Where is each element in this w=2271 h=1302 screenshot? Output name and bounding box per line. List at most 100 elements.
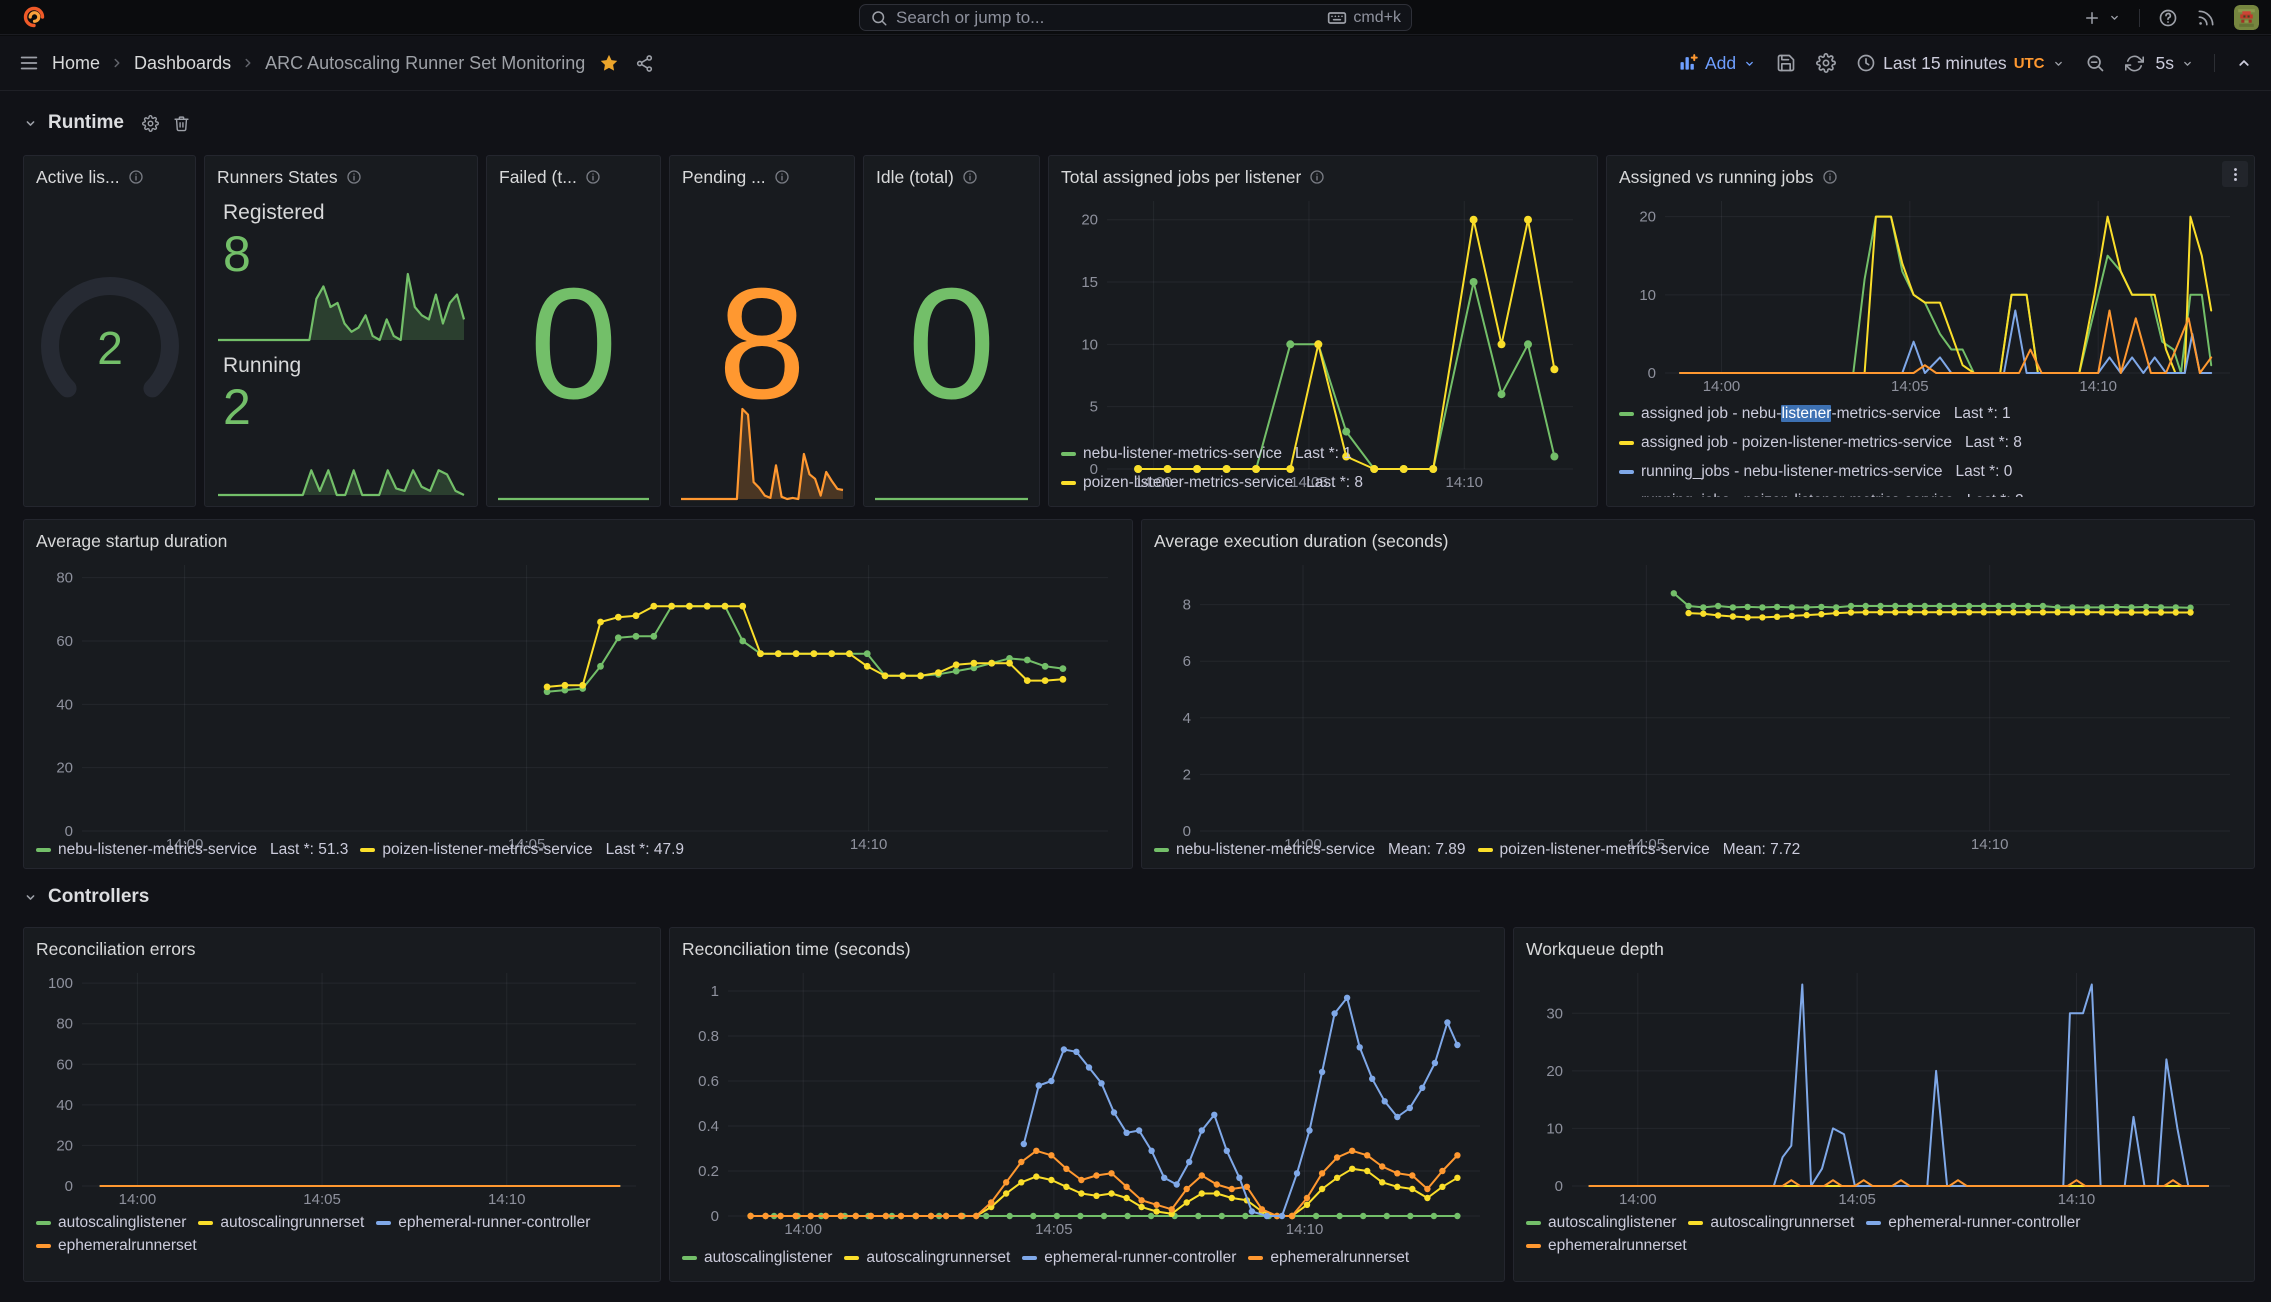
legend-swatch xyxy=(1022,1256,1038,1260)
legend-item[interactable]: autoscalinglistener xyxy=(1526,1214,1676,1232)
legend-item[interactable]: nebu-listener-metrics-service Last *: 1 xyxy=(1061,439,1585,468)
legend-item[interactable]: autoscalingrunnerset xyxy=(1688,1214,1854,1232)
panel-header[interactable]: Pending ... xyxy=(682,163,842,191)
legend-item[interactable]: ephemeralrunnerset xyxy=(1526,1237,1687,1255)
legend-item[interactable]: autoscalinglistener xyxy=(682,1249,832,1267)
info-icon[interactable] xyxy=(1309,169,1325,185)
row-delete-icon[interactable] xyxy=(173,115,190,132)
legend-label: ephemeral-runner-controller xyxy=(1044,1249,1237,1266)
info-icon[interactable] xyxy=(585,169,601,185)
panel-header[interactable]: Reconciliation time (seconds) xyxy=(682,935,1492,963)
dashboard-settings-button[interactable] xyxy=(1816,53,1837,73)
panel-title[interactable]: Reconciliation errors xyxy=(36,938,196,959)
panel-title[interactable]: Workqueue depth xyxy=(1526,938,1664,959)
svg-text:14:00: 14:00 xyxy=(119,1191,157,1208)
panel-header[interactable]: Average startup duration xyxy=(36,527,1120,555)
legend-item[interactable]: running_jobs - nebu-listener-metrics-ser… xyxy=(1619,457,2242,486)
legend-value: Last *: 1 xyxy=(1953,404,2011,422)
menu-icon[interactable] xyxy=(18,52,40,74)
collapse-toolbar-button[interactable] xyxy=(2235,54,2253,72)
legend-item[interactable]: poizen-listener-metrics-service Last *: 8 xyxy=(1061,468,1585,497)
breadcrumb-dashboards[interactable]: Dashboards xyxy=(134,52,232,73)
legend-item[interactable]: running_jobs - poizen-listener-metrics-s… xyxy=(1619,486,2242,498)
legend-label: ephemeralrunnerset xyxy=(1548,1237,1687,1254)
refresh-interval-picker[interactable]: 5s xyxy=(2156,53,2194,74)
svg-text:0: 0 xyxy=(65,823,73,840)
legend-item[interactable]: ephemeralrunnerset xyxy=(36,1237,197,1255)
info-icon[interactable] xyxy=(346,169,362,185)
chart-total-assigned-jobs[interactable]: 14:00 14:05 14:10 0 5 10 15 20 xyxy=(1061,191,1585,491)
legend-item[interactable]: autoscalingrunnerset xyxy=(198,1214,364,1232)
legend-value: Last *: 8 xyxy=(1964,433,2022,451)
panel-header[interactable]: Average execution duration (seconds) xyxy=(1154,527,2242,555)
legend-item[interactable]: poizen-listener-metrics-service Mean: 7.7… xyxy=(1477,841,1800,859)
stat-label: Running xyxy=(223,354,302,377)
chart-reconciliation-time[interactable]: 14:00 14:05 14:10 0 0.2 0.4 0.6 0.8 1 xyxy=(682,963,1492,1240)
legend-swatch xyxy=(360,848,376,852)
panel-header[interactable]: Total assigned jobs per listener xyxy=(1061,163,1585,191)
divider xyxy=(2214,54,2215,72)
panel-title[interactable]: Failed (t... xyxy=(499,166,577,187)
legend-item[interactable]: ephemeral-runner-controller xyxy=(376,1214,590,1232)
legend-item[interactable]: nebu-listener-metrics-service Last *: 51.… xyxy=(36,841,348,859)
svg-text:0: 0 xyxy=(1555,1178,1563,1195)
new-button[interactable] xyxy=(2083,9,2121,27)
user-avatar[interactable] xyxy=(2234,5,2259,30)
add-button[interactable]: Add xyxy=(1678,53,1756,74)
save-dashboard-button[interactable] xyxy=(1776,53,1796,73)
legend-item[interactable]: ephemeralrunnerset xyxy=(1248,1249,1409,1267)
row-settings-icon[interactable] xyxy=(142,114,159,132)
info-icon[interactable] xyxy=(962,169,978,185)
time-range-picker[interactable]: Last 15 minutes UTC xyxy=(1856,53,2064,74)
legend-item[interactable]: assigned job - nebu-listener-metrics-ser… xyxy=(1619,399,2242,428)
info-icon[interactable] xyxy=(1822,169,1838,185)
panel-title[interactable]: Reconciliation time (seconds) xyxy=(682,938,911,959)
news-icon[interactable] xyxy=(2196,8,2216,28)
star-icon[interactable] xyxy=(599,53,619,73)
chart-reconciliation-errors[interactable]: 14:00 14:05 14:10 0 20 40 60 80 100 xyxy=(36,963,648,1210)
info-icon[interactable] xyxy=(128,169,144,185)
chevron-down-icon xyxy=(2052,57,2065,70)
chart-execution-duration[interactable]: 14:00 14:05 14:10 0 2 4 6 8 xyxy=(1154,555,2242,853)
section-runtime[interactable]: Runtime xyxy=(23,112,190,134)
breadcrumb-home[interactable]: Home xyxy=(52,52,101,73)
legend-item[interactable]: ephemeral-runner-controller xyxy=(1866,1214,2080,1232)
refresh-button[interactable] xyxy=(2124,54,2144,73)
legend-value: Last *: 8 xyxy=(1306,473,1364,491)
panel-title[interactable]: Average execution duration (seconds) xyxy=(1154,530,1449,551)
panel-menu-button[interactable] xyxy=(2222,161,2248,187)
section-controllers[interactable]: Controllers xyxy=(23,886,149,908)
search-input[interactable]: Search or jump to... cmd+k xyxy=(859,4,1412,31)
legend-item[interactable]: poizen-listener-metrics-service Last *: 4… xyxy=(360,841,684,859)
legend-item[interactable]: nebu-listener-metrics-service Mean: 7.89 xyxy=(1154,841,1466,859)
panel-header[interactable]: Reconciliation errors xyxy=(36,935,648,963)
zoom-out-button[interactable] xyxy=(2085,53,2105,73)
panel-title[interactable]: Idle (total) xyxy=(876,166,954,187)
panel-title[interactable]: Runners States xyxy=(217,166,338,187)
chart-legend: autoscalinglistener autoscalingrunnerset e… xyxy=(1526,1210,2242,1272)
panel-title[interactable]: Pending ... xyxy=(682,166,766,187)
info-icon[interactable] xyxy=(774,169,790,185)
panel-title[interactable]: Total assigned jobs per listener xyxy=(1061,166,1302,187)
legend-item[interactable]: assigned job - poizen-listener-metrics-s… xyxy=(1619,428,2242,457)
panel-header[interactable]: Failed (t... xyxy=(499,163,648,191)
grafana-logo[interactable] xyxy=(22,5,46,29)
panel-header[interactable]: Runners States xyxy=(217,163,465,191)
panel-header[interactable]: Assigned vs running jobs xyxy=(1619,161,2248,191)
legend-item[interactable]: autoscalingrunnerset xyxy=(844,1249,1010,1267)
chart-startup-duration[interactable]: 14:00 14:05 14:10 0 20 40 60 80 xyxy=(36,555,1120,853)
panel-title[interactable]: Active lis... xyxy=(36,166,120,187)
chart-workqueue-depth[interactable]: 14:00 14:05 14:10 0 10 20 30 xyxy=(1526,963,2242,1210)
legend-item[interactable]: autoscalinglistener xyxy=(36,1214,186,1232)
help-icon[interactable] xyxy=(2158,8,2178,28)
panel-title[interactable]: Average startup duration xyxy=(36,530,228,551)
svg-text:0: 0 xyxy=(711,1208,719,1225)
chart-assigned-vs-running[interactable]: 14:00 14:05 14:10 0 10 20 xyxy=(1619,191,2242,397)
share-icon[interactable] xyxy=(635,54,654,73)
panel-header[interactable]: Active lis... xyxy=(36,163,183,191)
panel-header[interactable]: Idle (total) xyxy=(876,163,1027,191)
legend-item[interactable]: ephemeral-runner-controller xyxy=(1022,1249,1236,1267)
svg-text:4: 4 xyxy=(1183,710,1191,727)
panel-header[interactable]: Workqueue depth xyxy=(1526,935,2242,963)
panel-title[interactable]: Assigned vs running jobs xyxy=(1619,166,1814,187)
